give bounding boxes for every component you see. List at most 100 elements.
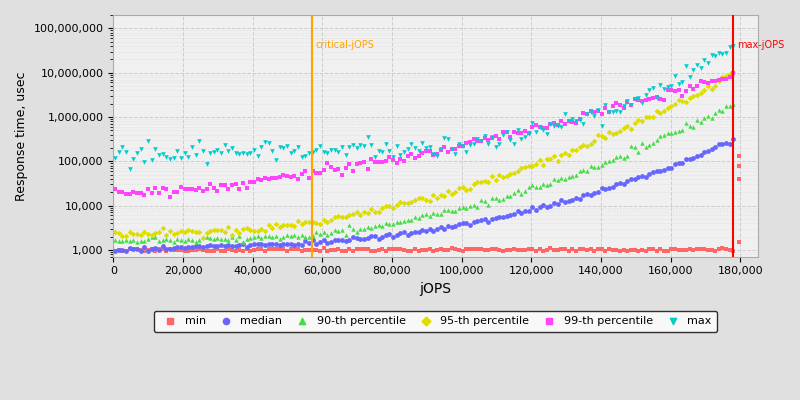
Point (602, 158, 615, 164)
Point (189, 152, 202, 159)
Point (716, 245, 729, 252)
Point (325, 239, 338, 246)
Point (713, 141, 726, 147)
Point (551, 122, 564, 129)
Point (635, 140, 648, 146)
Point (295, 242, 308, 248)
Point (679, 62, 692, 69)
Point (628, 176, 641, 182)
Point (358, 246, 370, 252)
Point (602, 108, 615, 115)
Point (665, 164, 678, 171)
Point (339, 165, 352, 171)
Point (562, 198, 575, 204)
Point (302, 240, 315, 246)
Point (310, 241, 322, 247)
Point (350, 161, 363, 168)
Point (497, 248, 510, 254)
Point (551, 158, 564, 164)
Point (698, 148, 710, 155)
Point (632, 95, 645, 101)
Point (306, 219, 319, 226)
Point (332, 228, 345, 234)
Point (434, 192, 447, 199)
Point (130, 150, 143, 156)
Point (621, 99, 634, 106)
Point (204, 150, 217, 156)
Point (541, 131, 554, 138)
Point (574, 246, 586, 252)
Point (156, 150, 169, 157)
Point (233, 246, 246, 253)
Point (365, 142, 378, 148)
Point (490, 195, 502, 201)
Point (200, 230, 213, 236)
Point (186, 144, 198, 150)
Point (226, 246, 238, 253)
Point (632, 173, 645, 180)
Point (515, 210, 528, 216)
Point (310, 170, 322, 176)
Point (460, 148, 473, 155)
Point (669, 246, 682, 252)
Point (482, 247, 494, 253)
Point (299, 233, 312, 240)
Point (116, 238, 129, 244)
Point (490, 133, 502, 139)
Point (222, 186, 235, 192)
Point (709, 144, 722, 150)
Point (515, 191, 528, 198)
Point (281, 143, 294, 149)
Point (602, 245, 615, 252)
Point (646, 140, 659, 146)
Point (142, 236, 154, 242)
Point (471, 178, 484, 185)
Point (153, 152, 166, 158)
Point (665, 87, 678, 94)
Point (138, 229, 150, 236)
Point (434, 146, 447, 153)
Point (365, 232, 378, 239)
Point (643, 87, 656, 93)
Point (683, 74, 696, 80)
Point (214, 150, 227, 156)
Point (683, 156, 696, 162)
Point (548, 152, 561, 159)
Point (318, 149, 330, 156)
Point (511, 127, 524, 133)
Point (244, 227, 257, 234)
Point (182, 226, 194, 233)
Point (471, 246, 484, 252)
Point (628, 96, 641, 102)
Point (423, 246, 436, 253)
Point (321, 218, 334, 225)
Point (284, 150, 297, 156)
Point (277, 240, 290, 247)
Point (522, 163, 535, 170)
Point (189, 247, 202, 253)
Point (248, 178, 261, 185)
Point (628, 95, 641, 102)
Point (618, 181, 630, 188)
Point (390, 159, 403, 166)
Point (167, 231, 180, 237)
Point (178, 245, 191, 252)
Point (621, 98, 634, 104)
Point (230, 150, 242, 156)
Point (727, 248, 740, 254)
Point (507, 170, 520, 177)
Point (361, 166, 374, 172)
Point (379, 248, 392, 254)
Point (570, 248, 582, 254)
Point (402, 200, 414, 206)
Point (112, 189, 125, 196)
Point (186, 228, 198, 235)
Point (222, 242, 235, 249)
Point (332, 149, 345, 155)
Point (372, 235, 385, 242)
Point (635, 98, 648, 104)
Text: max-jOPS: max-jOPS (737, 40, 784, 50)
Point (566, 118, 579, 125)
Point (270, 157, 282, 164)
Point (427, 210, 440, 216)
